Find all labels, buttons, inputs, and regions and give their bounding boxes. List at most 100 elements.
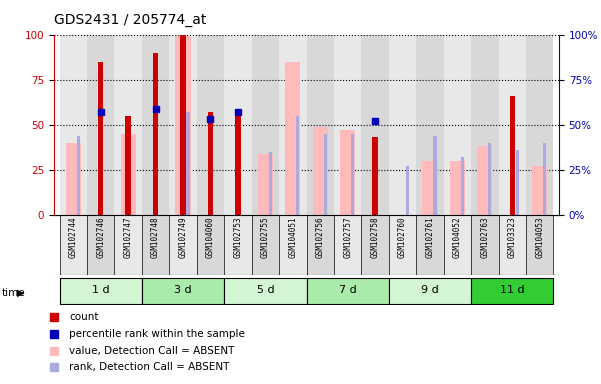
- Bar: [373, 137, 378, 215]
- Bar: [175, 36, 191, 215]
- Bar: [279, 35, 307, 215]
- Bar: [208, 112, 213, 215]
- Bar: [307, 35, 334, 215]
- Bar: [224, 215, 252, 275]
- Text: GSM102763: GSM102763: [480, 216, 489, 258]
- Bar: [59, 35, 87, 215]
- Bar: [59, 215, 87, 275]
- Bar: [252, 35, 279, 215]
- Text: GSM102744: GSM102744: [69, 216, 78, 258]
- Text: GSM102748: GSM102748: [151, 216, 160, 258]
- Bar: [169, 215, 197, 275]
- Bar: [340, 130, 355, 215]
- Bar: [406, 166, 409, 215]
- Bar: [516, 150, 519, 215]
- Bar: [126, 116, 131, 215]
- Text: GSM102747: GSM102747: [124, 216, 133, 258]
- Bar: [444, 35, 471, 215]
- Text: 5 d: 5 d: [257, 285, 274, 295]
- Bar: [526, 215, 554, 275]
- Bar: [98, 62, 103, 215]
- Text: ▶: ▶: [17, 288, 24, 298]
- Bar: [444, 215, 471, 275]
- Bar: [510, 96, 515, 215]
- Bar: [323, 134, 327, 215]
- Bar: [169, 35, 197, 215]
- Text: GSM104051: GSM104051: [288, 216, 297, 258]
- Bar: [258, 154, 273, 215]
- Bar: [499, 35, 526, 215]
- Bar: [361, 215, 389, 275]
- Bar: [114, 215, 142, 275]
- Text: GSM104060: GSM104060: [206, 216, 215, 258]
- Bar: [423, 161, 438, 215]
- Text: GDS2431 / 205774_at: GDS2431 / 205774_at: [54, 13, 207, 27]
- FancyBboxPatch shape: [59, 278, 142, 304]
- Bar: [389, 215, 416, 275]
- Bar: [224, 35, 252, 215]
- Bar: [477, 146, 492, 215]
- Bar: [450, 161, 465, 215]
- Bar: [252, 215, 279, 275]
- Text: GSM102756: GSM102756: [316, 216, 325, 258]
- Bar: [235, 114, 240, 215]
- Bar: [269, 152, 272, 215]
- Bar: [416, 35, 444, 215]
- Bar: [499, 215, 526, 275]
- Bar: [87, 35, 114, 215]
- Text: GSM102757: GSM102757: [343, 216, 352, 258]
- Text: GSM103323: GSM103323: [508, 216, 517, 258]
- Bar: [121, 134, 136, 215]
- Bar: [153, 53, 158, 215]
- Text: GSM104053: GSM104053: [535, 216, 545, 258]
- Text: percentile rank within the sample: percentile rank within the sample: [69, 329, 245, 339]
- Bar: [197, 215, 224, 275]
- Text: GSM102746: GSM102746: [96, 216, 105, 258]
- Bar: [334, 35, 361, 215]
- Text: count: count: [69, 312, 99, 322]
- Text: GSM104052: GSM104052: [453, 216, 462, 258]
- FancyBboxPatch shape: [142, 278, 224, 304]
- FancyBboxPatch shape: [307, 278, 389, 304]
- Bar: [334, 215, 361, 275]
- Bar: [76, 136, 80, 215]
- Text: 1 d: 1 d: [92, 285, 109, 295]
- FancyBboxPatch shape: [471, 278, 554, 304]
- Text: value, Detection Call = ABSENT: value, Detection Call = ABSENT: [69, 346, 234, 356]
- Text: GSM102755: GSM102755: [261, 216, 270, 258]
- Bar: [313, 127, 328, 215]
- Bar: [461, 157, 464, 215]
- Bar: [361, 35, 389, 215]
- Text: GSM102753: GSM102753: [233, 216, 242, 258]
- Text: 9 d: 9 d: [421, 285, 439, 295]
- Bar: [471, 35, 499, 215]
- Text: 3 d: 3 d: [174, 285, 192, 295]
- Bar: [488, 143, 492, 215]
- Bar: [285, 62, 300, 215]
- Bar: [114, 35, 142, 215]
- FancyBboxPatch shape: [389, 278, 471, 304]
- Bar: [66, 143, 81, 215]
- Text: GSM102761: GSM102761: [426, 216, 435, 258]
- Text: 11 d: 11 d: [500, 285, 525, 295]
- Bar: [433, 136, 436, 215]
- Bar: [142, 35, 169, 215]
- Text: rank, Detection Call = ABSENT: rank, Detection Call = ABSENT: [69, 362, 230, 372]
- Bar: [186, 112, 190, 215]
- Bar: [526, 35, 554, 215]
- Bar: [296, 116, 299, 215]
- Text: time: time: [1, 288, 25, 298]
- Bar: [543, 143, 546, 215]
- Text: GSM102758: GSM102758: [371, 216, 380, 258]
- Bar: [389, 35, 416, 215]
- Bar: [471, 215, 499, 275]
- Bar: [197, 35, 224, 215]
- Text: GSM102749: GSM102749: [178, 216, 188, 258]
- Bar: [142, 215, 169, 275]
- Bar: [532, 166, 548, 215]
- Bar: [87, 215, 114, 275]
- Bar: [351, 134, 354, 215]
- Bar: [307, 215, 334, 275]
- Bar: [279, 215, 307, 275]
- FancyBboxPatch shape: [224, 278, 307, 304]
